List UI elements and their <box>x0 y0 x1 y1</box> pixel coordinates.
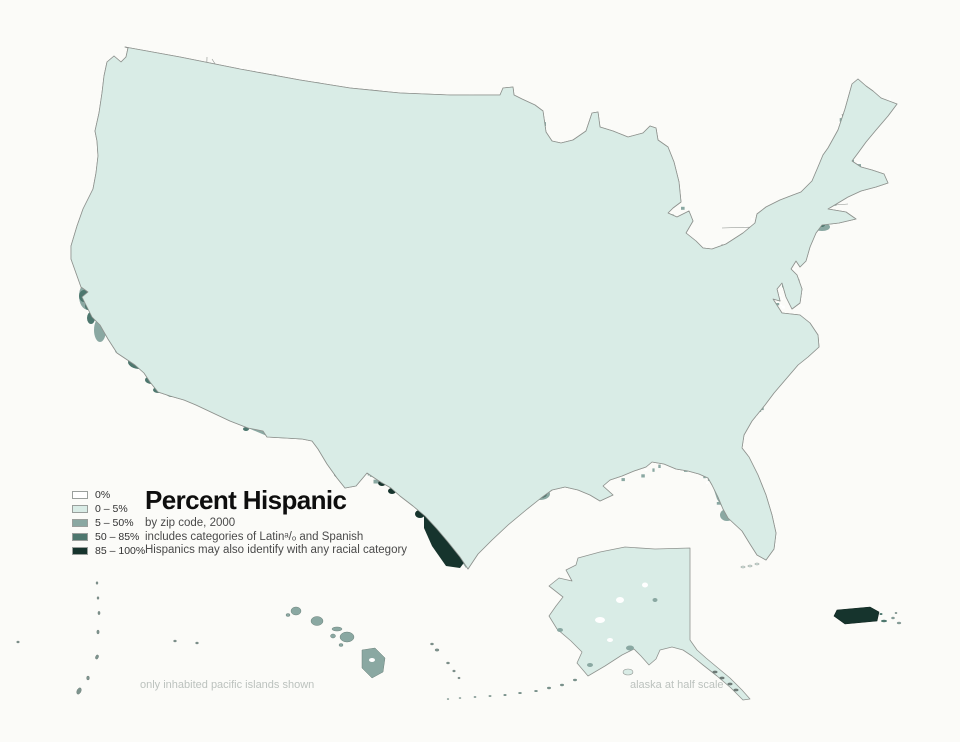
legend-swatch <box>72 491 88 499</box>
alaska-inset <box>446 546 751 701</box>
note-alaska-scale: alaska at half scale <box>630 679 724 691</box>
map-title: Percent Hispanic <box>145 485 347 515</box>
legend-swatch <box>72 533 88 541</box>
title-block: Percent Hispanic by zip code, 2000 inclu… <box>145 486 407 558</box>
legend-label: 0% <box>95 489 111 501</box>
legend-swatch <box>72 505 88 513</box>
legend-item: 0 – 5% <box>72 502 145 516</box>
legend-item: 50 – 85% <box>72 530 145 544</box>
legend-item: 0% <box>72 488 145 502</box>
subtitle-line-1: by zip code, 2000 <box>145 517 236 529</box>
legend-item: 5 – 50% <box>72 516 145 530</box>
note-pacific-islands: only inhabited pacific islands shown <box>140 679 315 691</box>
legend-item: 85 – 100% <box>72 544 145 558</box>
legend-swatch <box>72 519 88 527</box>
subtitle-line-2: includes categories of Latinᵃ/ₒ and Span… <box>145 530 364 543</box>
pacific-islands <box>16 581 461 695</box>
virgin-islands <box>891 612 902 625</box>
puerto-rico-inset <box>833 606 887 625</box>
legend: 0% 0 – 5% 5 – 50% 50 – 85% 85 – 100% <box>72 488 145 558</box>
florida-keys <box>740 562 760 569</box>
legend-label: 50 – 85% <box>95 531 140 543</box>
hawaii-inset <box>285 606 386 679</box>
legend-label: 85 – 100% <box>95 545 146 557</box>
subtitle-line-3: Hispanics may also identify with any rac… <box>145 544 408 556</box>
legend-label: 5 – 50% <box>95 517 134 529</box>
legend-swatch <box>72 547 88 555</box>
legend-label: 0 – 5% <box>95 503 128 515</box>
